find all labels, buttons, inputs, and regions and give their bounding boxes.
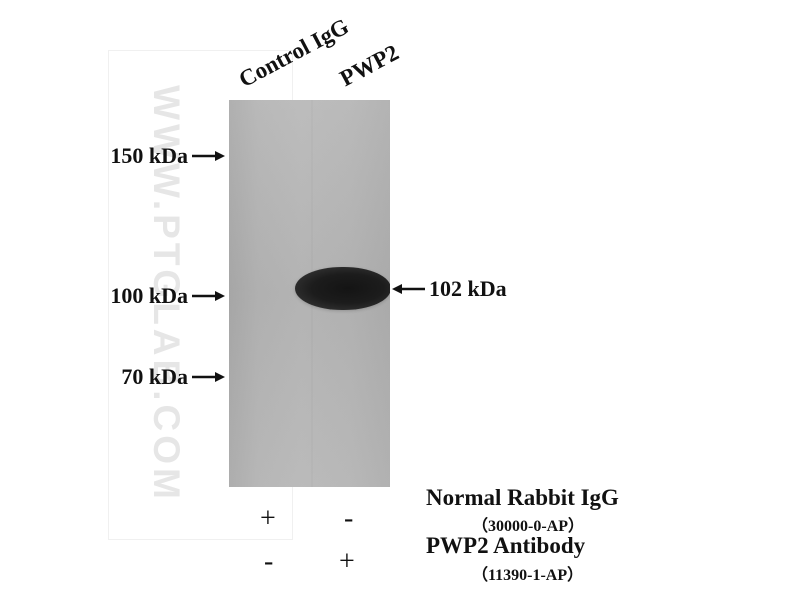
treatment-sign-pwp2-lane1: - [264, 546, 274, 577]
treatment-sign-normal-igg-lane2: - [344, 503, 354, 534]
treatment-sign-pwp2-lane2: + [339, 546, 355, 577]
marker-label-70kda: 70 kDa [121, 364, 188, 389]
lane-label-pwp2: PWP2 [335, 39, 403, 92]
protein-band-102kda [295, 267, 390, 310]
marker-label-102kda: 102 kDa [429, 276, 507, 301]
marker-label-150kda: 150 kDa [110, 143, 188, 168]
treatment-name-normal-rabbit-igg: Normal Rabbit IgG [426, 485, 619, 510]
marker-label-100kda: 100 kDa [110, 283, 188, 308]
marker-70kda: 70 kDa [121, 364, 226, 390]
arrow-left-icon [392, 284, 425, 294]
treatment-name-pwp2-antibody: PWP2 Antibody [426, 533, 586, 558]
marker-100kda: 100 kDa [110, 283, 226, 309]
arrow-right-icon [192, 151, 225, 161]
marker-102kda: 102 kDa [391, 276, 507, 302]
arrow-right-icon [192, 372, 225, 382]
arrow-right-icon [192, 291, 225, 301]
marker-150kda: 150 kDa [110, 143, 226, 169]
treatment-catalog-normal-rabbit-igg: （30000-0-AP） [472, 518, 584, 535]
treatment-sign-normal-igg-lane1: + [260, 503, 276, 534]
treatment-catalog-pwp2-antibody: （11390-1-AP） [472, 567, 584, 584]
western-blot-panel [229, 100, 390, 487]
